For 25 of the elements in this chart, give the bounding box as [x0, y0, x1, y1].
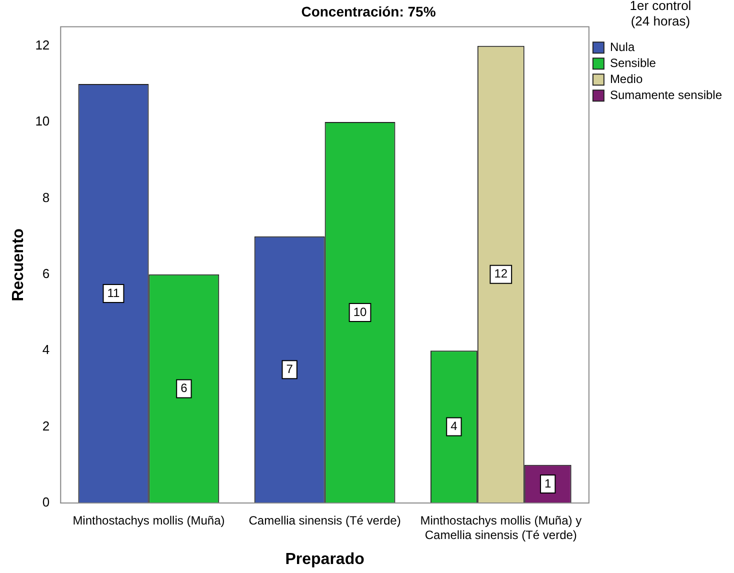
x-axis-title: Preparado: [285, 550, 365, 568]
data-label: 6: [180, 381, 188, 396]
y-tick-label: 0: [42, 494, 50, 510]
legend-label: Sumamente sensible: [610, 88, 722, 102]
x-tick-label: Camellia sinensis (Té verde): [248, 514, 401, 528]
y-tick-label: 12: [35, 37, 50, 52]
x-tick-label: Minthostachys mollis (Muña) y Camellia sinensis (Té verde): [420, 514, 582, 542]
x-tick-label: Minthostachys mollis (Muña): [72, 514, 225, 528]
data-label: 1: [544, 476, 552, 490]
y-tick-label: 2: [42, 418, 50, 434]
y-axis-title: Recuento: [10, 228, 28, 302]
data-label: 12: [494, 266, 508, 281]
data-label: 7: [286, 362, 294, 376]
y-tick-label: 6: [42, 266, 50, 281]
y-tick-label: 10: [35, 114, 50, 129]
data-label: 10: [353, 304, 368, 319]
y-tick-label: 8: [42, 190, 50, 205]
chart-title: Concentración: 75%: [301, 3, 436, 20]
data-label: 4: [450, 419, 458, 434]
y-tick-label: 4: [42, 342, 50, 358]
legend-label: Nula: [610, 40, 635, 54]
data-label: 11: [107, 286, 120, 300]
legend-label: Medio: [610, 72, 643, 86]
legend-label: Sensible: [610, 56, 656, 70]
legend-title: 1er control (24 horas): [630, 0, 692, 29]
